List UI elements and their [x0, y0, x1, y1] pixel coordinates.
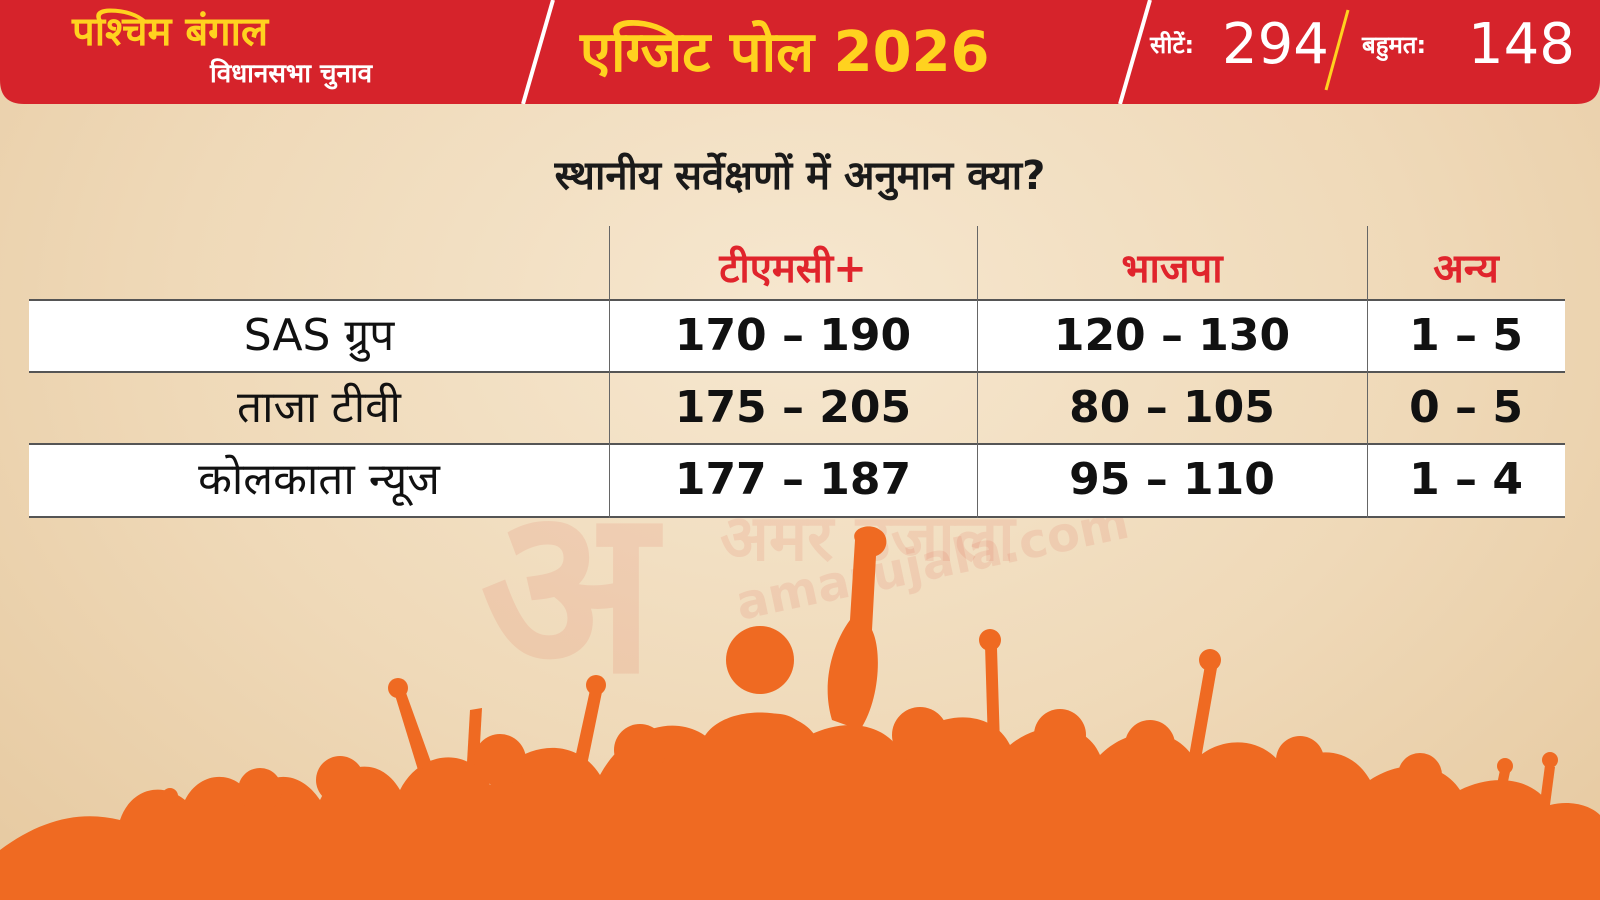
- cell-taaza-others: 0 – 5: [1409, 382, 1523, 433]
- cell-sas-others: 1 – 5: [1409, 310, 1523, 361]
- row-label-sas: SAS ग्रुप: [243, 310, 395, 361]
- column-divider: [977, 226, 978, 518]
- cell-taaza-bjp: 80 – 105: [1069, 382, 1275, 433]
- table-divider: [29, 516, 1565, 518]
- column-header-others: अन्य: [1433, 246, 1499, 292]
- table-row-bg: [29, 444, 1565, 516]
- majority-value: 148: [1468, 12, 1575, 77]
- cell-kolkata-tmc: 177 – 187: [674, 454, 912, 505]
- column-header-bjp: भाजपा: [1121, 246, 1223, 292]
- row-label-taaza-tv: ताजा टीवी: [237, 382, 401, 433]
- table-question-title: स्थानीय सर्वेक्षणों में अनुमान क्या?: [554, 153, 1046, 199]
- table-row-bg: [29, 300, 1565, 372]
- column-divider: [1367, 226, 1368, 518]
- table-divider: [29, 371, 1565, 373]
- crowd-silhouette-icon: [0, 526, 1600, 900]
- cell-kolkata-others: 1 – 4: [1409, 454, 1523, 505]
- exit-poll-title: एग्जिट पोल 2026: [580, 20, 990, 85]
- row-label-kolkata-news: कोलकाता न्यूज: [198, 454, 440, 505]
- seats-label: सीटें:: [1150, 31, 1195, 59]
- state-subtitle: विधानसभा चुनाव: [210, 59, 373, 89]
- survey-table: टीएमसी+ भाजपा अन्य SAS ग्रुप 170 – 190 1…: [29, 226, 1565, 518]
- table-divider: [29, 299, 1565, 301]
- column-divider: [609, 226, 610, 518]
- header-banner: [0, 0, 1600, 104]
- seats-value: 294: [1222, 12, 1329, 77]
- column-header-tmc: टीएमसी+: [719, 246, 867, 292]
- cell-kolkata-bjp: 95 – 110: [1069, 454, 1275, 505]
- cell-taaza-tmc: 175 – 205: [674, 382, 912, 433]
- cell-sas-tmc: 170 – 190: [674, 310, 912, 361]
- table-divider: [29, 443, 1565, 445]
- majority-label: बहुमत:: [1362, 31, 1427, 59]
- state-title: पश्चिम बंगाल: [72, 9, 269, 55]
- cell-sas-bjp: 120 – 130: [1053, 310, 1291, 361]
